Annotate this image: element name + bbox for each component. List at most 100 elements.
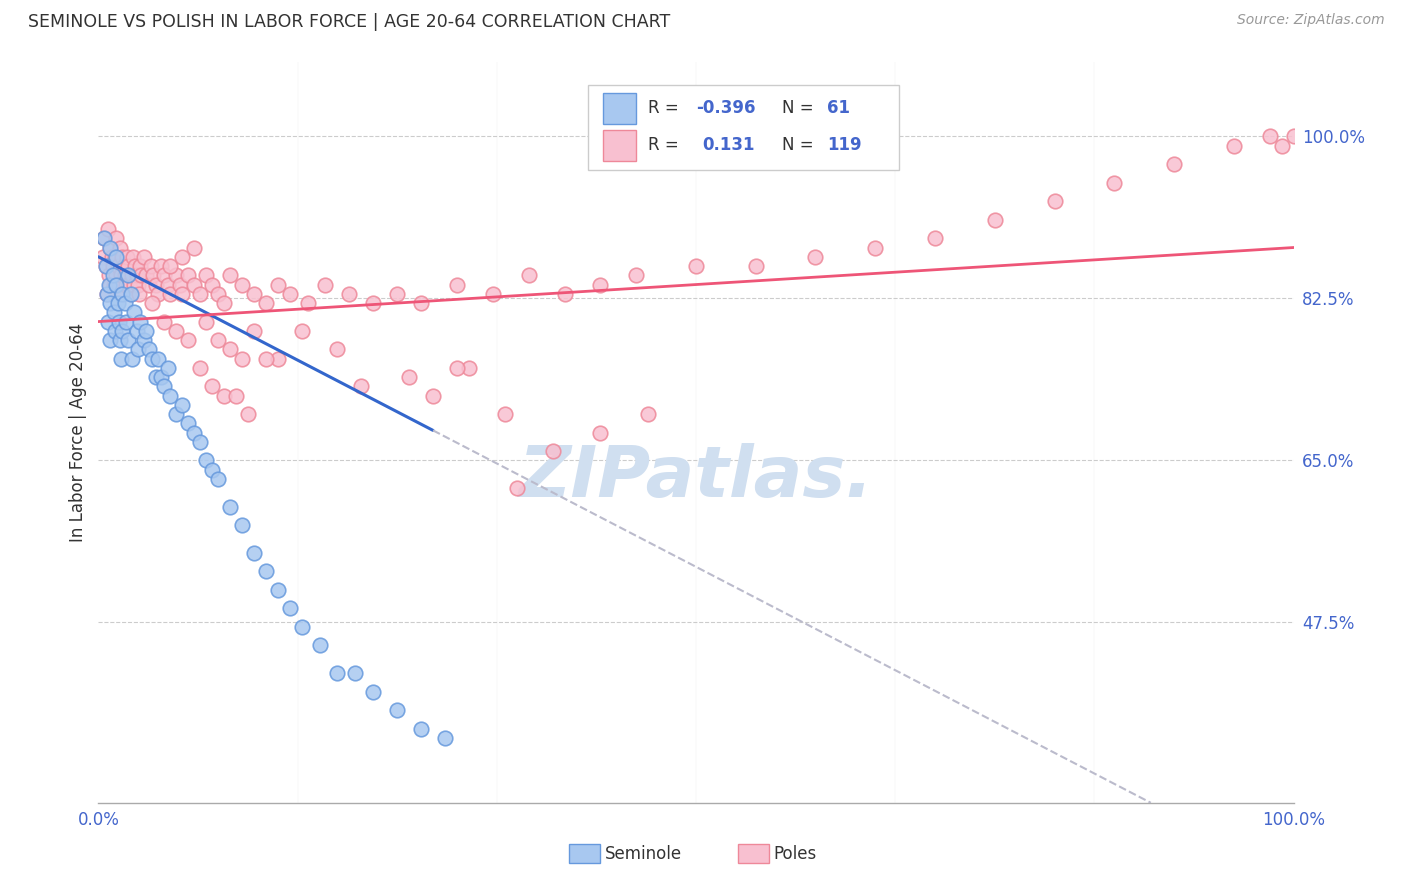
Point: [98, 268, 121, 283]
Point: [121, 268, 143, 283]
Point: [236, 407, 259, 421]
Point: [100, 250, 122, 264]
Point: [637, 407, 659, 421]
Point: [626, 268, 648, 283]
Point: [115, 277, 138, 292]
Point: [243, 324, 266, 338]
Text: R =: R =: [648, 99, 685, 118]
Point: [94, 259, 117, 273]
Point: [153, 268, 176, 283]
Point: [219, 268, 242, 283]
Point: [254, 296, 277, 310]
Point: [111, 286, 134, 301]
Point: [291, 324, 314, 338]
Point: [326, 666, 349, 681]
Point: [201, 462, 224, 476]
Point: [132, 333, 155, 347]
Text: Seminole: Seminole: [605, 845, 682, 863]
Point: [121, 351, 143, 366]
Text: N =: N =: [782, 99, 818, 118]
Point: [177, 333, 200, 347]
Point: [117, 268, 139, 283]
Text: -0.396: -0.396: [696, 99, 755, 118]
Point: [291, 620, 314, 634]
Point: [172, 286, 194, 301]
Point: [254, 351, 277, 366]
Point: [145, 370, 167, 384]
Point: [111, 286, 134, 301]
Point: [125, 268, 148, 283]
Point: [132, 250, 155, 264]
Point: [127, 277, 149, 292]
Point: [110, 351, 132, 366]
Point: [554, 286, 576, 301]
Point: [124, 305, 146, 319]
Point: [207, 286, 229, 301]
Point: [101, 259, 124, 273]
Point: [124, 259, 146, 273]
Point: [105, 277, 128, 292]
Point: [108, 240, 131, 255]
Point: [278, 286, 301, 301]
Point: [506, 481, 529, 495]
Point: [122, 250, 145, 264]
Point: [350, 379, 373, 393]
Point: [135, 324, 157, 338]
Point: [1282, 129, 1305, 144]
Point: [243, 546, 266, 560]
Point: [243, 286, 266, 301]
Point: [207, 472, 229, 486]
Text: SEMINOLE VS POLISH IN LABOR FORCE | AGE 20-64 CORRELATION CHART: SEMINOLE VS POLISH IN LABOR FORCE | AGE …: [28, 13, 671, 31]
Point: [117, 259, 139, 273]
Point: [114, 268, 136, 283]
Point: [141, 296, 163, 310]
Point: [254, 565, 277, 579]
Text: 0.131: 0.131: [702, 136, 755, 154]
Point: [120, 286, 142, 301]
Point: [1163, 157, 1185, 171]
Point: [1104, 176, 1126, 190]
Point: [172, 398, 194, 412]
Point: [112, 259, 135, 273]
Point: [153, 315, 176, 329]
Point: [145, 277, 167, 292]
Point: [458, 360, 481, 375]
Point: [411, 296, 433, 310]
Text: R =: R =: [648, 136, 685, 154]
Point: [142, 268, 165, 283]
Point: [297, 296, 319, 310]
Point: [411, 722, 433, 736]
Point: [278, 601, 301, 615]
Point: [96, 286, 118, 301]
Point: [103, 277, 125, 292]
Point: [93, 231, 115, 245]
Point: [589, 277, 612, 292]
Point: [201, 277, 224, 292]
Point: [984, 212, 1007, 227]
Point: [156, 277, 179, 292]
Point: [1043, 194, 1066, 209]
Point: [363, 685, 385, 699]
Point: [153, 379, 176, 393]
Point: [434, 731, 457, 745]
Point: [159, 259, 181, 273]
Point: [517, 268, 540, 283]
Point: [98, 277, 122, 292]
Point: [97, 315, 120, 329]
Point: [115, 315, 138, 329]
Point: [156, 360, 179, 375]
Point: [541, 444, 564, 458]
Point: [148, 351, 170, 366]
Point: [315, 277, 337, 292]
Point: [98, 277, 121, 292]
Point: [385, 286, 409, 301]
Point: [1271, 138, 1294, 153]
Text: 61: 61: [827, 99, 851, 118]
Point: [107, 277, 129, 292]
Point: [1258, 129, 1281, 144]
Point: [98, 333, 122, 347]
Text: Poles: Poles: [773, 845, 817, 863]
Point: [107, 315, 129, 329]
Point: [267, 277, 290, 292]
Point: [344, 666, 367, 681]
